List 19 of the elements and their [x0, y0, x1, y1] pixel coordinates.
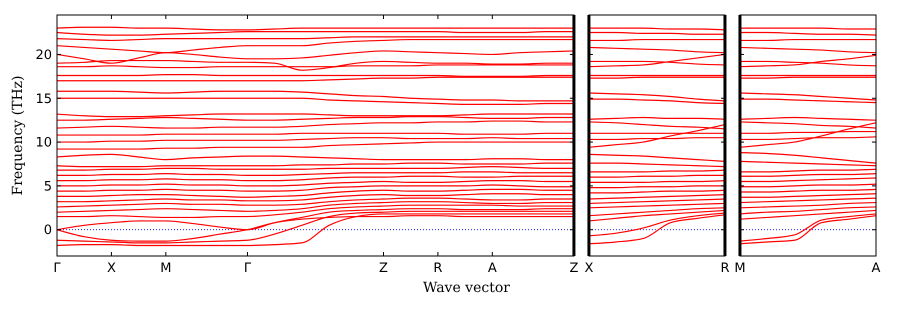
x-tick-label: X: [106, 261, 116, 276]
x-tick-label: Z: [569, 261, 578, 276]
x-tick-label: A: [872, 261, 881, 276]
y-tick-label: 10: [35, 136, 52, 151]
y-tick-label: 20: [35, 48, 52, 63]
y-axis-title: Frequency (THz): [10, 75, 26, 196]
y-tick-label: 0: [44, 223, 52, 238]
x-tick-label: R: [433, 261, 442, 276]
x-tick-label: Γ: [53, 261, 62, 276]
x-tick-label: R: [720, 261, 730, 276]
x-tick-label: Z: [379, 261, 388, 276]
x-tick-label: A: [488, 261, 497, 276]
x-tick-label: M: [734, 261, 746, 276]
y-tick-label: 15: [35, 92, 52, 107]
x-tick-label: M: [160, 261, 172, 276]
x-axis-title: Wave vector: [423, 280, 510, 296]
x-tick-label: Γ: [244, 261, 252, 276]
y-tick-label: 5: [44, 179, 52, 194]
x-tick-label: X: [584, 261, 594, 276]
